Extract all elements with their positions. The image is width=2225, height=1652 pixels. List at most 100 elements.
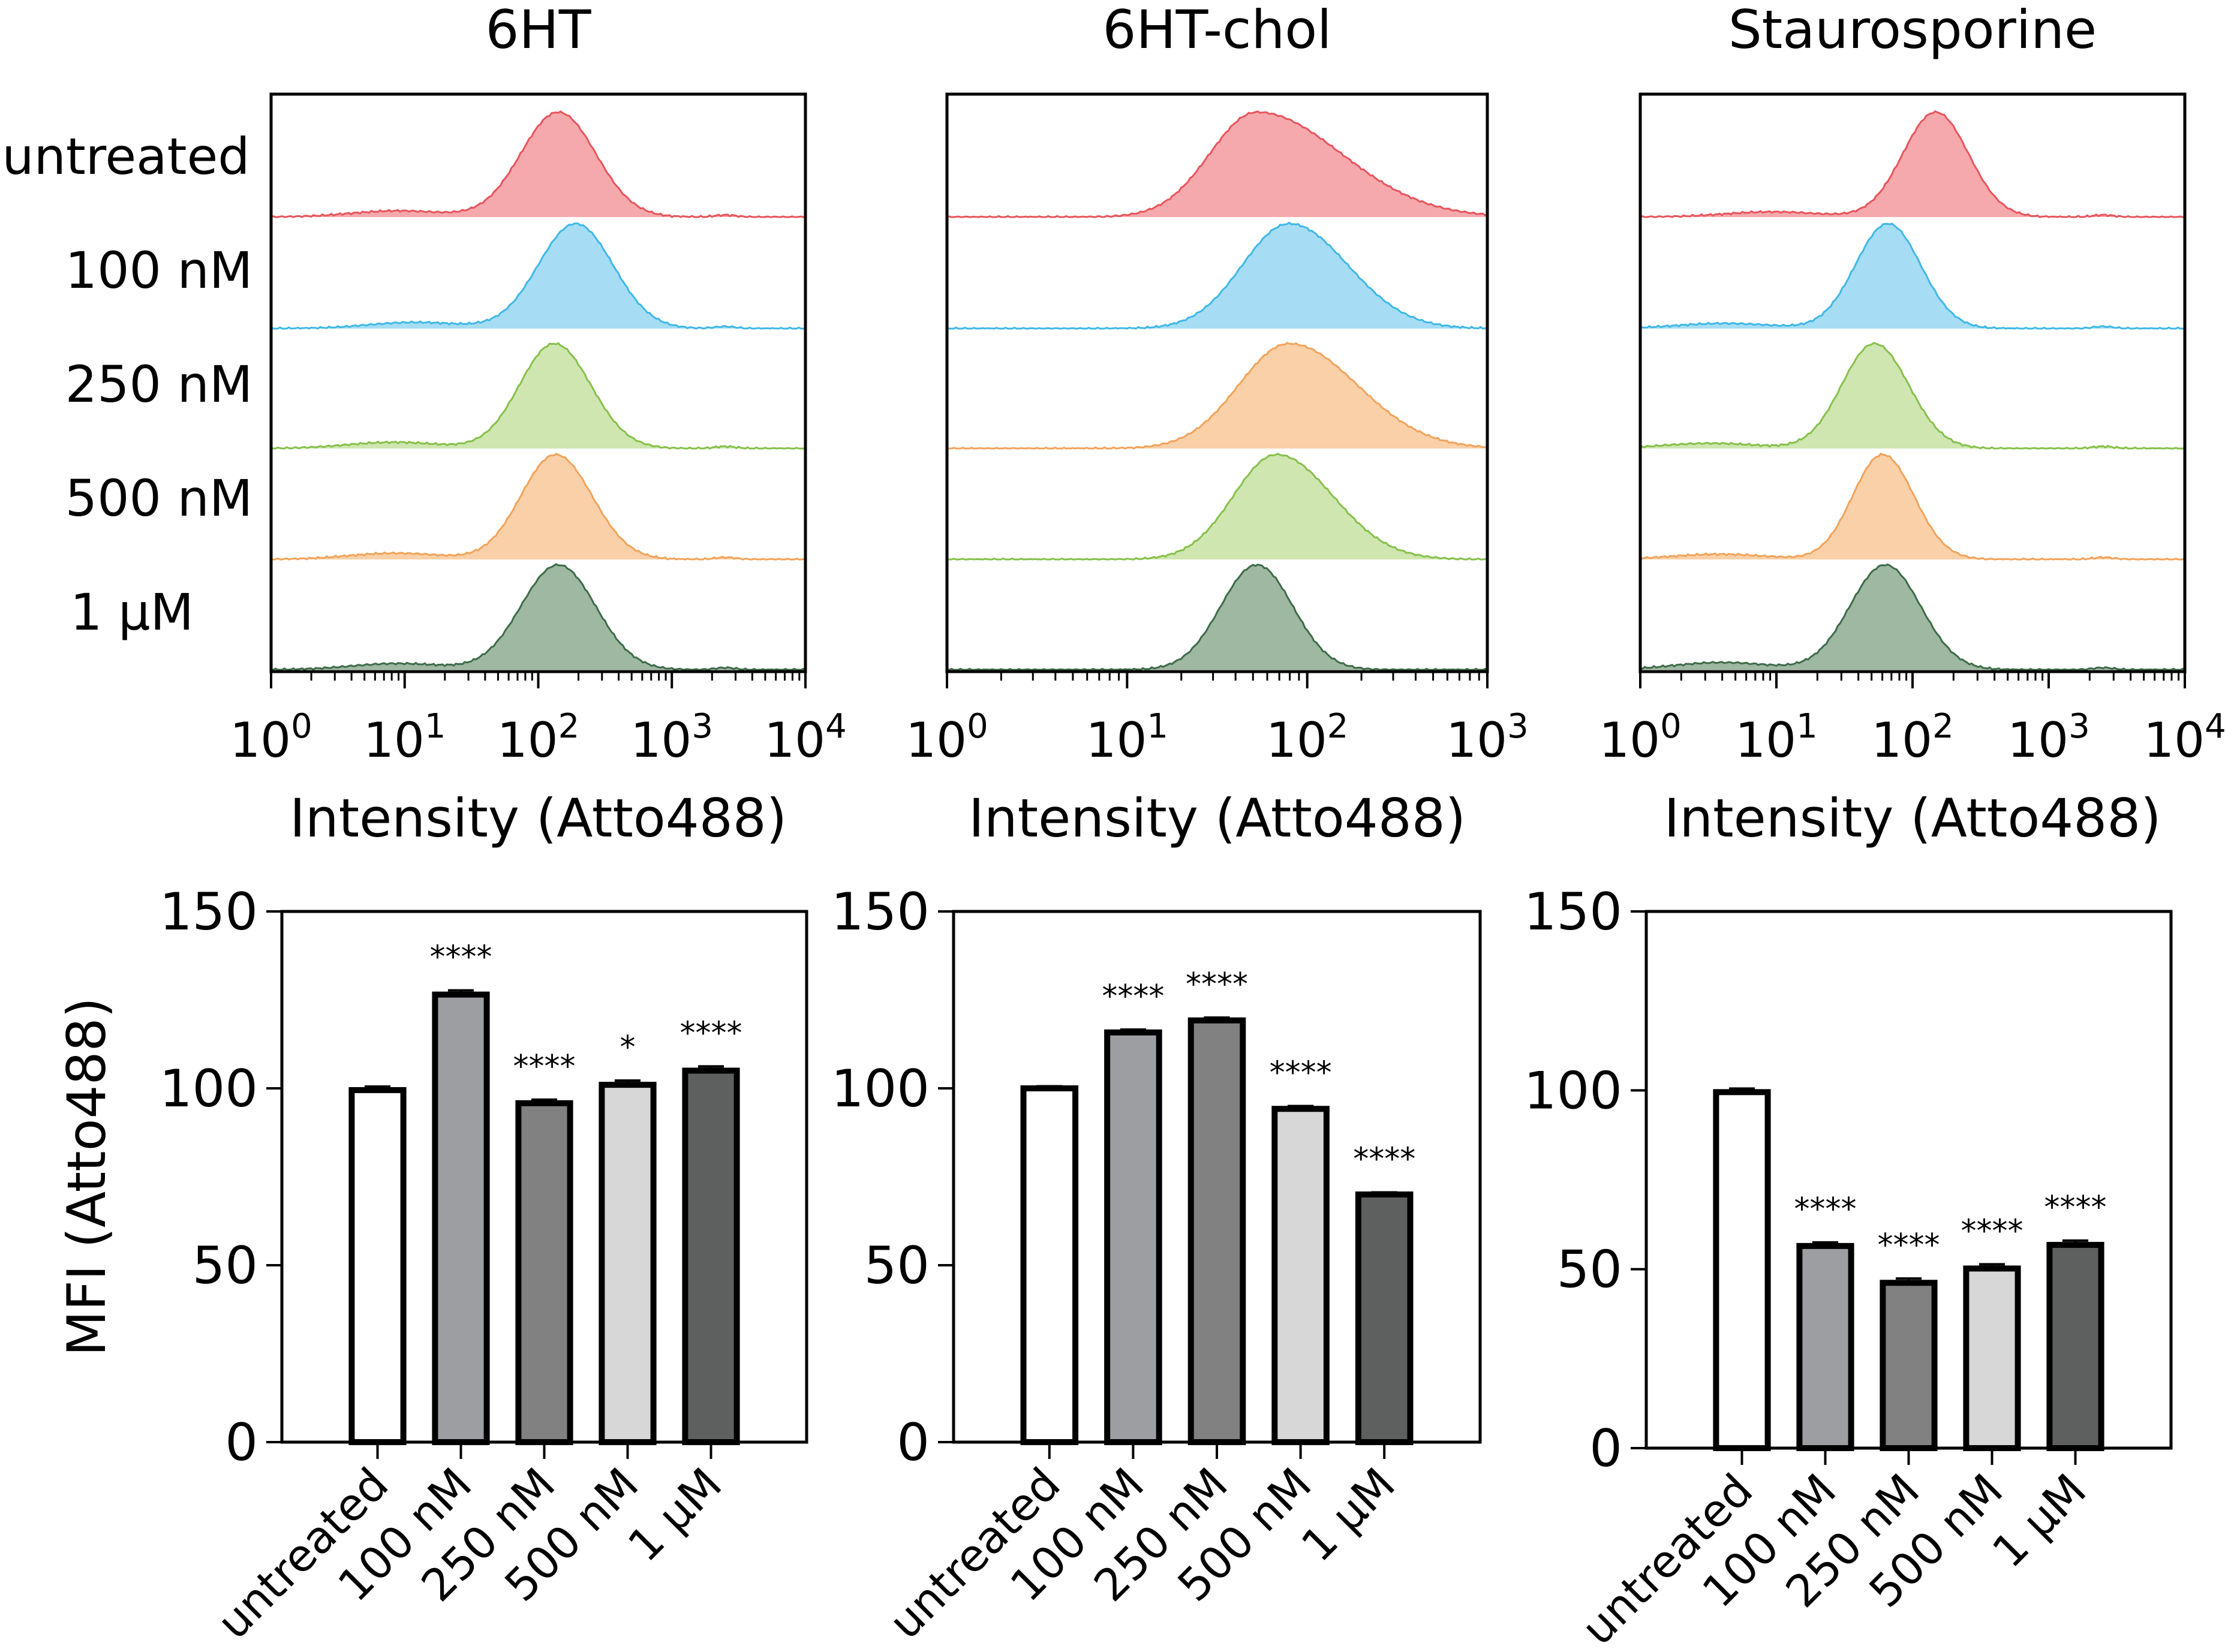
- bar-1-m: [682, 1067, 740, 1445]
- histogram-fill-500-nm: [1640, 453, 2185, 559]
- histogram-curve-100-nm: [270, 222, 805, 330]
- significance-label: ****: [1878, 1227, 1940, 1263]
- histogram-curve-500-nm: [947, 453, 1488, 561]
- x-tick-label-1-m: 1 μM: [618, 1458, 732, 1572]
- histogram-curve-500-nm: [270, 453, 806, 561]
- significance-label: ****: [680, 1015, 742, 1051]
- histogram-curve-untreated: [270, 110, 805, 218]
- y-tick-label: 150: [831, 882, 930, 942]
- row-label-250-nm: 250 nM: [65, 355, 253, 414]
- histogram-curve-100-nm: [946, 221, 1488, 330]
- bar-100-nm: [432, 991, 490, 1445]
- bar-untreated: [348, 1087, 407, 1445]
- significance-label: ****: [1794, 1191, 1857, 1227]
- significance-label: ****: [1961, 1213, 2023, 1249]
- histogram-fill-1-m: [1640, 564, 2185, 670]
- x-tick-label: 102: [497, 707, 579, 768]
- histogram-fill-100-nm: [1640, 224, 2185, 329]
- bar-250-nm: [1187, 1017, 1246, 1445]
- panel-title: 6HT: [486, 0, 592, 61]
- significance-label: ****: [1270, 1055, 1332, 1091]
- y-tick-label: 100: [1524, 1061, 1622, 1121]
- bar-500-nm: [1271, 1106, 1330, 1445]
- y-tick-label: 50: [193, 1236, 258, 1296]
- plot-frame: [945, 92, 1489, 673]
- significance-label: ****: [2044, 1190, 2107, 1226]
- y-tick-label: 0: [1589, 1419, 1622, 1479]
- bar-250-nm: [1880, 1280, 1938, 1452]
- y-tick-label: 100: [831, 1059, 930, 1119]
- bar-500-nm: [599, 1082, 657, 1445]
- histogram-panel-staurosporine: Staurosporine 100 101 102 103 104 Intensity (A…: [1599, 0, 2225, 849]
- x-axis-label: Intensity (Atto488): [1664, 787, 2161, 849]
- y-axis-label: MFI (Atto488): [56, 997, 118, 1356]
- histogram-fill-250-nm: [271, 343, 805, 449]
- row-label-100-nm: 100 nM: [65, 241, 253, 300]
- significance-label: ****: [1102, 979, 1164, 1015]
- panel-title: 6HT-chol: [1102, 0, 1331, 61]
- y-tick-label: 0: [897, 1413, 930, 1473]
- x-tick-label: 100: [906, 707, 988, 768]
- histogram-curve-1-m: [270, 563, 806, 671]
- x-tick-label: 103: [631, 707, 713, 768]
- y-tick-label: 150: [160, 882, 258, 942]
- histogram-fill-untreated: [271, 111, 805, 217]
- bar-untreated: [1713, 1089, 1771, 1451]
- x-tick-label: 103: [2007, 707, 2089, 768]
- x-tick-label: 104: [2143, 707, 2225, 768]
- x-axis-label: Intensity (Atto488): [290, 787, 787, 849]
- bar-1-m: [1355, 1191, 1414, 1445]
- histogram-fill-untreated: [947, 111, 1487, 217]
- histogram-fill-1-m: [947, 564, 1487, 670]
- histogram-fill-500-nm: [271, 453, 805, 559]
- bar-1-m: [2046, 1242, 2104, 1451]
- x-axis-label: Intensity (Atto488): [969, 787, 1466, 849]
- histogram-curve-250-nm: [946, 341, 1488, 450]
- y-tick-label: 0: [225, 1413, 258, 1473]
- histogram-curve-500-nm: [1640, 452, 2185, 561]
- x-tick-label: 101: [363, 707, 446, 768]
- bar-100-nm: [1796, 1242, 1854, 1451]
- significance-label: ****: [513, 1049, 576, 1085]
- x-tick-label: 104: [764, 707, 846, 768]
- histogram-panel-6ht-chol: 6HT-chol 100 101 102 103 Intensity (Atto488): [906, 0, 1528, 849]
- x-tick-label: 101: [1086, 707, 1168, 768]
- x-tick-label: 103: [1446, 707, 1528, 768]
- bar-500-nm: [1963, 1265, 2021, 1452]
- y-tick-label: 100: [160, 1059, 258, 1119]
- histogram-curve-250-nm: [270, 342, 806, 450]
- y-tick-label: 50: [1557, 1240, 1622, 1300]
- significance-label: *: [620, 1030, 636, 1066]
- row-label-500-nm: 500 nM: [65, 469, 253, 528]
- histogram-fill-1-m: [271, 564, 805, 670]
- histogram-curve-1-m: [947, 564, 1488, 671]
- histogram-curve-250-nm: [1640, 342, 2185, 450]
- x-tick-label: 102: [1871, 707, 1953, 768]
- histogram-fill-100-nm: [947, 222, 1487, 329]
- row-label-untreated: untreated: [2, 127, 249, 186]
- histogram-panel-6ht: 6HT 100 101 102 103 104 Intensity (Atto488) unt…: [2, 0, 846, 849]
- x-tick-label-1-m: 1 μM: [1292, 1458, 1405, 1572]
- x-tick-label: 100: [1599, 707, 1681, 768]
- bar-untreated: [1020, 1085, 1079, 1445]
- histogram-fill-250-nm: [1640, 342, 2185, 449]
- histogram-curve-untreated: [1640, 110, 2185, 218]
- histogram-curve-untreated: [946, 110, 1488, 218]
- x-tick-label: 101: [1735, 707, 1817, 768]
- histogram-fill-untreated: [1640, 111, 2185, 217]
- row-label-1-m: 1 μM: [70, 583, 194, 642]
- x-tick-label: 100: [230, 707, 312, 768]
- y-tick-label: 50: [864, 1236, 930, 1296]
- histogram-fill-500-nm: [947, 453, 1487, 559]
- panel-title: Staurosporine: [1728, 0, 2097, 61]
- histogram-fill-100-nm: [271, 223, 805, 329]
- histogram-curve-1-m: [1640, 563, 2185, 671]
- significance-label: ****: [1186, 967, 1248, 1003]
- significance-label: ****: [1353, 1141, 1415, 1177]
- y-tick-label: 150: [1524, 882, 1622, 942]
- significance-label: ****: [430, 940, 492, 976]
